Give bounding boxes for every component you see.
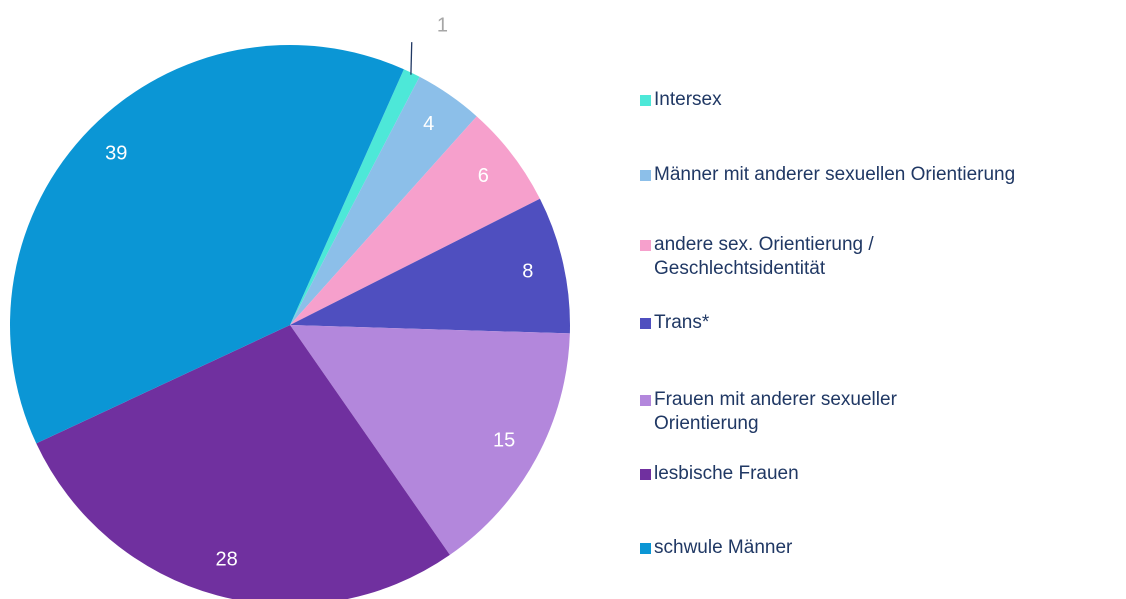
legend-item: Trans*: [640, 311, 1120, 335]
legend-item: schwule Männer: [640, 536, 1120, 560]
legend-swatch: [640, 469, 651, 480]
legend-item: andere sex. Orientierung / Geschlechtsid…: [640, 233, 1120, 281]
legend-item: lesbische Frauen: [640, 462, 1120, 486]
pie-slice: [290, 325, 570, 555]
data-label: 6: [478, 165, 489, 187]
data-label: 8: [522, 260, 533, 282]
legend-swatch: [640, 543, 651, 554]
legend-swatch: [640, 95, 651, 106]
data-label: 39: [105, 143, 127, 165]
pie-slice: [290, 198, 570, 334]
legend-swatch: [640, 395, 651, 406]
data-label: 28: [215, 548, 237, 570]
legend-swatch: [640, 318, 651, 329]
legend-label: Trans*: [654, 312, 710, 333]
legend-label: Intersex: [654, 89, 722, 110]
legend-item: Intersex: [640, 88, 1120, 112]
data-label: 1: [437, 14, 448, 36]
pie-slice: [290, 116, 540, 326]
pie-slice: [36, 325, 450, 599]
legend-item: Frauen mit anderer sexueller Orientierun…: [640, 388, 1120, 436]
legend-label: Frauen mit anderer sexueller Orientierun…: [654, 389, 897, 434]
legend-swatch: [640, 240, 651, 251]
legend-label: lesbische Frauen: [654, 463, 799, 484]
legend-swatch: [640, 170, 651, 181]
pie-slice: [290, 69, 420, 325]
data-label: 4: [423, 113, 434, 135]
pie-slice: [9, 44, 404, 444]
data-label: 15: [493, 429, 515, 451]
legend-item: Männer mit anderer sexuellen Orientierun…: [640, 163, 1120, 187]
pie-slice: [290, 76, 477, 325]
legend-label: schwule Männer: [654, 537, 793, 558]
legend-label: Männer mit anderer sexuellen Orientierun…: [654, 164, 1016, 185]
leader-line: [410, 42, 413, 75]
legend-label: andere sex. Orientierung / Geschlechtsid…: [654, 234, 874, 279]
